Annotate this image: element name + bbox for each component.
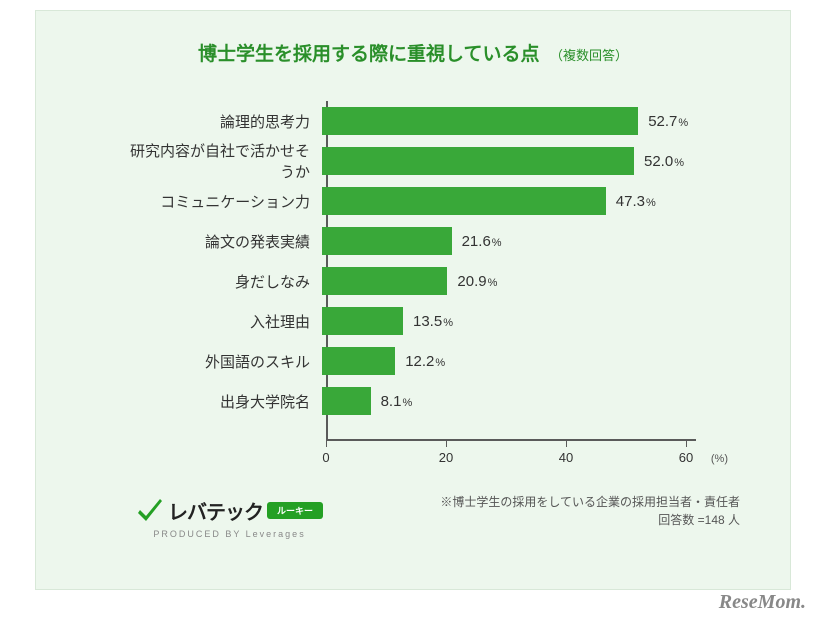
bar	[322, 267, 447, 295]
producer-logo: レバテック ルーキー PRODUCED BY Leverages	[136, 496, 323, 539]
footer-note-1: ※博士学生の採用をしている企業の採用担当者・責任者	[440, 493, 740, 511]
x-axis	[326, 439, 696, 441]
x-tick-label: 20	[439, 450, 453, 465]
axis-unit: (%)	[711, 453, 728, 465]
check-icon	[136, 499, 164, 523]
logo-katakana: ルーキー	[267, 502, 323, 519]
bar-value: 13.5%	[413, 313, 453, 330]
bar-value: 52.0%	[644, 153, 684, 170]
bar-label: 出身大学院名	[116, 391, 322, 412]
bar-value: 12.2%	[405, 353, 445, 370]
x-tick	[446, 441, 447, 447]
bar-row: 論理的思考力 52.7%	[116, 101, 696, 141]
bar-row: 出身大学院名 8.1%	[116, 381, 696, 421]
footer-note-2: 回答数 =148 人	[440, 511, 740, 529]
bar-label: 論文の発表実績	[116, 231, 322, 252]
x-tick-label: 0	[322, 450, 329, 465]
x-tick	[686, 441, 687, 447]
bar	[322, 227, 452, 255]
bar-chart: (%) 論理的思考力52.7%研究内容が自社で活かせそうか52.0%コミュニケー…	[116, 101, 716, 461]
bar-value: 52.7%	[648, 113, 688, 130]
x-tick-label: 40	[559, 450, 573, 465]
bar	[322, 347, 395, 375]
logo-top: レバテック ルーキー	[136, 496, 323, 525]
watermark: ReseMom.	[719, 591, 806, 614]
bar-row: 外国語のスキル 12.2%	[116, 341, 696, 381]
bar-label: コミュニケーション力	[116, 191, 322, 212]
x-tick	[566, 441, 567, 447]
bar-value: 47.3%	[616, 193, 656, 210]
title-sub: （複数回答）	[550, 48, 628, 63]
chart-card: 博士学生を採用する際に重視している点 （複数回答） (%) 論理的思考力 52.7…	[35, 10, 791, 590]
footer-note: ※博士学生の採用をしている企業の採用担当者・責任者 回答数 =148 人	[440, 493, 740, 529]
bar-label: 入社理由	[116, 311, 322, 332]
bar	[322, 307, 403, 335]
bar-value: 21.6%	[462, 233, 502, 250]
bar-value: 8.1%	[381, 393, 413, 410]
logo-producer: PRODUCED BY Leverages	[136, 529, 323, 539]
bar-value: 20.9%	[457, 273, 497, 290]
x-tick-label: 60	[679, 450, 693, 465]
bar	[322, 107, 638, 135]
bar-label: 身だしなみ	[116, 271, 322, 292]
bar-row: 入社理由 13.5%	[116, 301, 696, 341]
bar-label: 外国語のスキル	[116, 351, 322, 372]
bar-label: 論理的思考力	[116, 111, 322, 132]
bar-label: 研究内容が自社で活かせそうか	[116, 140, 322, 182]
bar-row: 研究内容が自社で活かせそうか 52.0%	[116, 141, 696, 181]
bar-row: 論文の発表実績 21.6%	[116, 221, 696, 261]
logo-brand: レバテック	[168, 496, 263, 525]
title-main: 博士学生を採用する際に重視している点	[198, 44, 539, 65]
x-tick	[326, 441, 327, 447]
bar-row: 身だしなみ 20.9%	[116, 261, 696, 301]
bar-row: コミュニケーション力 47.3%	[116, 181, 696, 221]
bar	[322, 187, 606, 215]
bar	[322, 147, 634, 175]
bar	[322, 387, 371, 415]
chart-title: 博士学生を採用する際に重視している点 （複数回答）	[36, 11, 790, 66]
